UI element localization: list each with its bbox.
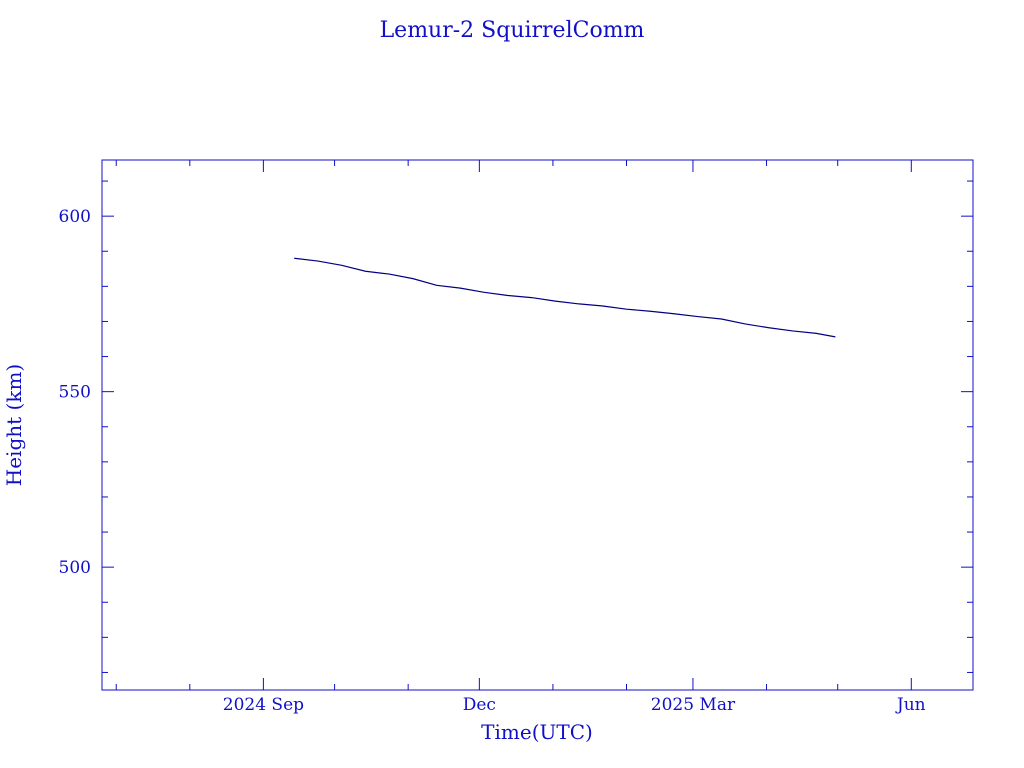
- y-tick-label: 550: [59, 383, 91, 403]
- x-tick-label: Dec: [463, 695, 496, 715]
- y-axis-label: Height (km): [2, 364, 26, 486]
- x-tick-label: Jun: [895, 695, 926, 715]
- plot-frame: [101, 159, 974, 691]
- y-tick-labels: 500 550 600: [59, 207, 91, 578]
- chart-title: Lemur-2 SquirrelComm: [380, 18, 645, 43]
- y-tick-label: 500: [59, 558, 91, 578]
- minor-ticks: [102, 160, 973, 690]
- x-tick-label: 2024 Sep: [223, 695, 304, 715]
- x-tick-labels: 2024 Sep Dec 2025 Mar Jun: [223, 695, 926, 715]
- y-tick-label: 600: [59, 207, 91, 227]
- x-axis-label: Time(UTC): [481, 720, 593, 744]
- series-line: [294, 257, 836, 338]
- x-tick-label: 2025 Mar: [651, 695, 736, 715]
- major-ticks: [262, 160, 912, 690]
